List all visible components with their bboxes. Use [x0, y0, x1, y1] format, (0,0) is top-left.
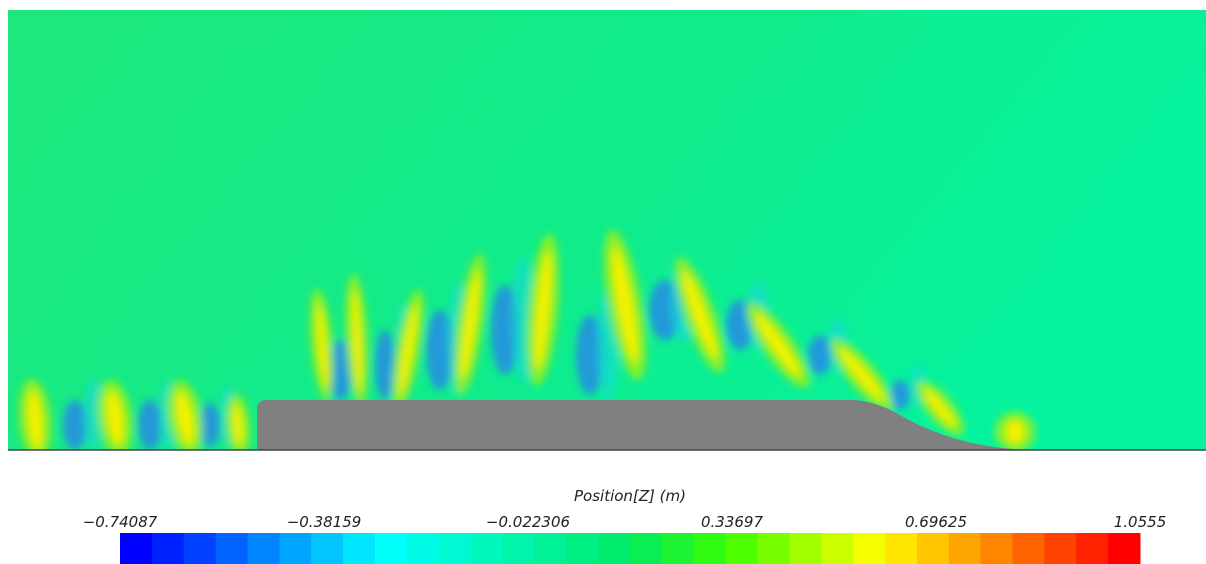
colorbar-segment: [215, 533, 248, 564]
colorbar-segment: [375, 533, 408, 564]
colorbar-tick-label: −0.38159: [287, 513, 362, 531]
colorbar-segment: [598, 533, 631, 564]
colorbar-segment: [1108, 533, 1141, 564]
peak-zone: [398, 303, 418, 397]
colorbar-segment: [821, 533, 854, 564]
colorbar-segment: [1076, 533, 1109, 564]
peak-zone: [316, 302, 328, 388]
colorbar-segment: [566, 533, 599, 564]
low-zone: [890, 380, 910, 410]
low-zone: [200, 403, 220, 447]
colorbar-segment: [1044, 533, 1077, 564]
peak-zone: [352, 289, 362, 391]
colorbar-segment: [343, 533, 376, 564]
colorbar-segment: [247, 533, 280, 564]
colorbar-segment: [151, 533, 185, 564]
colorbar-tick-label: 1.0555: [1114, 513, 1167, 531]
low-zone: [63, 400, 87, 450]
colorbar-tick-label: −0.74087: [83, 513, 158, 531]
hull: [257, 400, 1030, 450]
low-zone: [375, 330, 395, 400]
colorbar-tick-label: −0.022306: [486, 513, 570, 531]
colorbar-segment: [885, 533, 918, 564]
mid-zone: [83, 380, 103, 450]
peak-zone: [534, 250, 552, 370]
peak-zone: [755, 313, 801, 377]
colorbar-segment: [980, 533, 1013, 564]
colorbar-title: Position[Z] (m): [574, 487, 686, 505]
colorbar: −0.74087 −0.38159 −0.022306 0.33697 0.69625 1…: [83, 513, 1167, 564]
low-zone: [138, 400, 162, 450]
low-zone: [328, 340, 352, 400]
colorbar-segment: [661, 533, 695, 564]
colorbar-segment: [853, 533, 886, 564]
low-zone: [491, 285, 519, 375]
peak-zone: [175, 391, 195, 445]
peak-zone: [460, 270, 480, 380]
colorbar-segment: [406, 533, 440, 564]
colorbar-segment: [502, 533, 535, 564]
colorbar-tick-label: 0.33697: [701, 513, 763, 531]
low-zone: [808, 335, 832, 375]
peak-zone: [839, 348, 885, 402]
peak-zone: [924, 389, 956, 427]
peak-zone: [106, 391, 124, 445]
colorbar-segment: [725, 533, 758, 564]
colorbar-segment: [916, 533, 950, 564]
colorbar-segment: [279, 533, 312, 564]
colorbar-segment: [948, 533, 982, 564]
peak-zone: [682, 271, 718, 359]
colorbar-segment: [757, 533, 790, 564]
colorbar-segment: [1012, 533, 1045, 564]
peak-zone: [27, 390, 43, 450]
peak-zone: [1005, 420, 1025, 444]
colorbar-segment: [534, 533, 567, 564]
contour-field: [8, 10, 1206, 450]
colorbar-segment: [693, 533, 727, 564]
colorbar-tick-label: 0.69625: [905, 513, 967, 531]
colorbar-segment: [311, 533, 344, 564]
colorbar-segment: [120, 533, 153, 564]
peak-zone: [612, 246, 638, 364]
colorbar-segment: [789, 533, 822, 564]
colorbar-segment: [630, 533, 663, 564]
peak-zone: [232, 403, 244, 447]
colorbar-segment: [438, 533, 472, 564]
colorbar-segment: [470, 533, 503, 564]
colorbar-segment: [183, 533, 217, 564]
